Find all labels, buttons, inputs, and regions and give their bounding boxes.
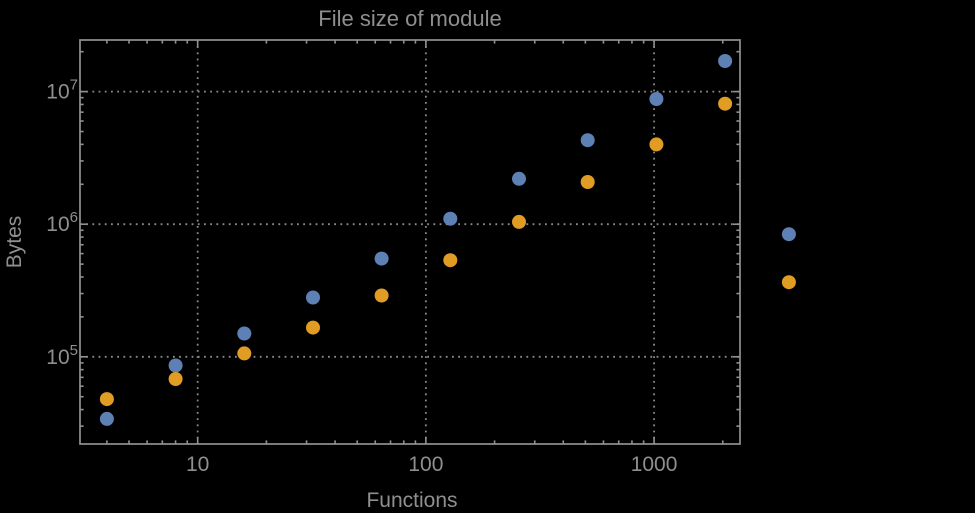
scatter-point-orange-series [781, 275, 796, 290]
scatter-point-blue-series [168, 358, 183, 373]
y-axis-label: Bytes [3, 216, 26, 269]
x-axis-label: Functions [366, 489, 457, 512]
scatter-point-orange-series [443, 253, 458, 268]
scatter-point-orange-series [649, 137, 664, 152]
scatter-point-blue-series [718, 54, 733, 68]
scatter-point-orange-series [580, 175, 595, 189]
scatter-point-orange-series [718, 96, 733, 111]
scatter-point-blue-series [781, 227, 796, 242]
chart-title: File size of module [318, 6, 501, 31]
scatter-point-blue-series [580, 133, 595, 148]
y-tick-label: 107 [46, 77, 78, 104]
scatter-point-orange-series [168, 372, 183, 386]
scatter-point-blue-series [99, 411, 114, 426]
data-points [99, 54, 796, 426]
scatter-point-orange-series [237, 346, 252, 361]
gridlines [80, 40, 740, 444]
scatter-point-blue-series [237, 326, 252, 341]
plot-frame [79, 39, 741, 445]
scatter-point-orange-series [374, 288, 389, 303]
y-tick-label: 105 [46, 342, 78, 369]
y-tick-label: 106 [46, 209, 78, 236]
scatter-point-blue-series [443, 211, 458, 226]
scatter-point-blue-series [306, 290, 320, 305]
x-tick-label: 10 [186, 453, 209, 476]
tick-labels: 10 100 1000 105 106 107 [46, 77, 677, 476]
x-tick-label: 100 [408, 453, 443, 476]
scatter-point-blue-series [649, 92, 664, 106]
scatter-point-blue-series [374, 251, 389, 266]
scatter-point-orange-series [306, 320, 320, 335]
x-tick-label: 1000 [631, 453, 678, 476]
scatter-point-blue-series [512, 171, 526, 186]
scatter-point-orange-series [99, 392, 114, 407]
scatter-point-orange-series [512, 214, 526, 229]
